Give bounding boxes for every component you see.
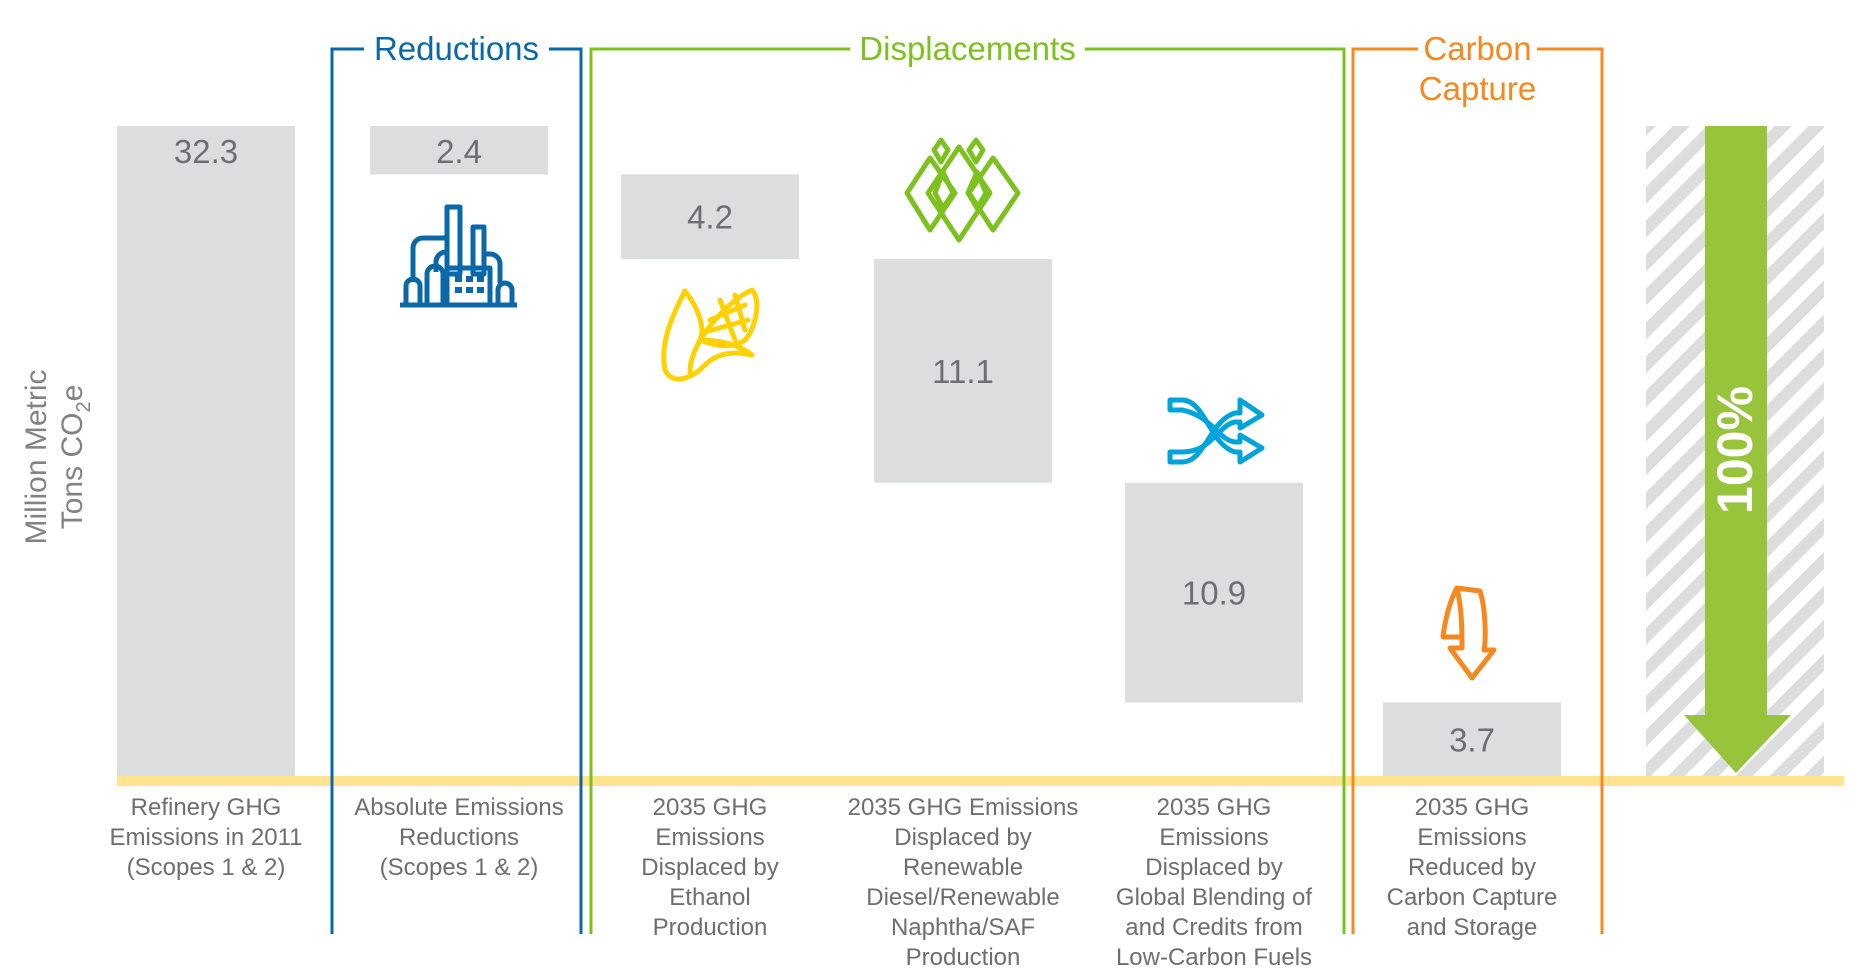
y-axis-label-line2: Tons CO2e	[56, 385, 95, 530]
renewable-diamonds-icon	[904, 137, 1021, 243]
category-label-3-line-3: Diesel/Renewable	[866, 884, 1059, 911]
bar-2	[621, 174, 799, 260]
carbon-capture-arrow-icon	[1440, 585, 1497, 681]
y-axis-label-line1: Million Metric	[20, 369, 53, 544]
category-label-5-line-4: and Storage	[1407, 914, 1538, 941]
bar-0	[117, 126, 295, 777]
category-label-1-line-1: Reductions	[399, 824, 519, 851]
value-label-5: 3.7	[1449, 722, 1495, 759]
bar-4	[1125, 482, 1303, 703]
category-label-1-line-2: (Scopes 1 & 2)	[380, 854, 539, 881]
y-axis-label: Million Metric Tons CO2e	[20, 369, 95, 544]
category-label-3-line-1: Displaced by	[894, 824, 1031, 851]
value-label-4: 10.9	[1182, 575, 1246, 612]
total-reduction-column: 100%	[1646, 126, 1824, 777]
group-title-1-line-0: Displacements	[859, 30, 1075, 67]
bar-5	[1383, 702, 1561, 777]
baseline	[117, 776, 1844, 786]
category-label-3-line-0: 2035 GHG Emissions	[848, 794, 1079, 821]
category-label-5-line-1: Emissions	[1417, 824, 1526, 851]
group-title-0-line-0: Reductions	[374, 30, 539, 67]
value-label-0: 32.3	[174, 133, 238, 170]
bar-1	[370, 126, 548, 175]
category-label-2-line-0: 2035 GHG	[653, 794, 768, 821]
category-label-4-line-5: Low-Carbon Fuels	[1116, 944, 1312, 971]
category-label-4-line-0: 2035 GHG	[1157, 794, 1272, 821]
group-title-2-line-0: Carbon	[1423, 30, 1531, 67]
corn-icon	[661, 287, 760, 382]
category-label-0-line-1: Emissions in 2011	[110, 824, 303, 851]
category-label-5-line-0: 2035 GHG	[1415, 794, 1530, 821]
shuffle-arrows-icon	[1167, 397, 1265, 465]
value-label-3: 11.1	[932, 353, 994, 390]
category-label-5-line-3: Carbon Capture	[1387, 884, 1558, 911]
category-label-0-line-0: Refinery GHG	[131, 794, 282, 821]
category-label-5-line-2: Reduced by	[1408, 854, 1536, 881]
value-label-2: 4.2	[687, 199, 733, 236]
group-bracket-0	[330, 47, 583, 934]
category-label-3-line-4: Naphtha/SAF	[891, 914, 1035, 941]
category-label-2-line-2: Displaced by	[641, 854, 778, 881]
category-label-2-line-1: Emissions	[655, 824, 764, 851]
total-arrow-label: 100%	[1707, 386, 1763, 514]
category-label-3-line-5: Production	[906, 944, 1021, 971]
total-down-arrow	[1684, 126, 1791, 773]
group-bracket-1	[589, 47, 1346, 934]
category-label-0-line-2: (Scopes 1 & 2)	[127, 854, 286, 881]
icons	[400, 137, 1497, 681]
category-label-2-line-4: Production	[653, 914, 768, 941]
refinery-windows	[455, 276, 484, 293]
category-label-4-line-4: and Credits from	[1125, 914, 1302, 941]
value-label-1: 2.4	[436, 133, 482, 170]
category-label-4-line-2: Displaced by	[1145, 854, 1282, 881]
category-label-4-line-3: Global Blending of	[1116, 884, 1312, 911]
refinery-icon	[400, 204, 517, 308]
group-title-2-line-1: Capture	[1419, 70, 1536, 107]
bar-3	[874, 259, 1052, 483]
group-bracket-2	[1351, 47, 1604, 934]
category-label-3-line-2: Renewable	[903, 854, 1023, 881]
category-label-4-line-1: Emissions	[1159, 824, 1268, 851]
category-label-2-line-3: Ethanol	[669, 884, 750, 911]
category-label-1-line-0: Absolute Emissions	[354, 794, 563, 821]
